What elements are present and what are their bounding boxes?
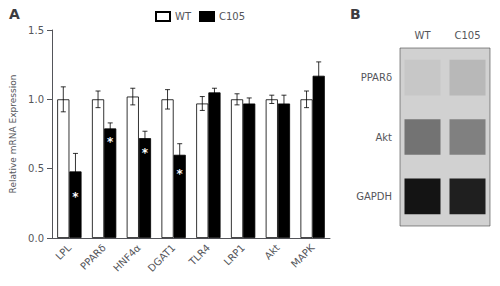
svg-text:MAPK: MAPK: [289, 242, 317, 270]
svg-text:LPL: LPL: [53, 242, 73, 262]
svg-text:WT: WT: [175, 11, 192, 22]
svg-text:PPARδ: PPARδ: [361, 72, 392, 83]
svg-text:WT: WT: [415, 30, 432, 41]
svg-text:0.5: 0.5: [28, 163, 44, 174]
svg-text:0.0: 0.0: [28, 233, 44, 244]
svg-text:GAPDH: GAPDH: [356, 191, 392, 202]
svg-text:HNF4α: HNF4α: [111, 242, 143, 274]
svg-text:*: *: [107, 135, 114, 149]
svg-text:1.0: 1.0: [28, 94, 44, 105]
svg-text:Akt: Akt: [375, 132, 392, 143]
svg-text:*: *: [177, 167, 184, 181]
svg-text:C105: C105: [454, 30, 480, 41]
svg-text:Akt: Akt: [262, 242, 282, 262]
svg-text:PPARδ: PPARδ: [78, 242, 108, 272]
svg-text:*: *: [142, 146, 149, 160]
svg-text:1.5: 1.5: [28, 25, 44, 36]
svg-text:LRP1: LRP1: [222, 242, 247, 267]
svg-text:DGAT1: DGAT1: [146, 242, 178, 274]
svg-text:C105: C105: [219, 11, 245, 22]
svg-text:B: B: [350, 6, 361, 22]
svg-text:TLR4: TLR4: [186, 242, 212, 268]
svg-text:*: *: [72, 190, 79, 204]
svg-text:Relative mRNA Expression: Relative mRNA Expression: [8, 75, 18, 194]
svg-text:A: A: [9, 6, 20, 22]
